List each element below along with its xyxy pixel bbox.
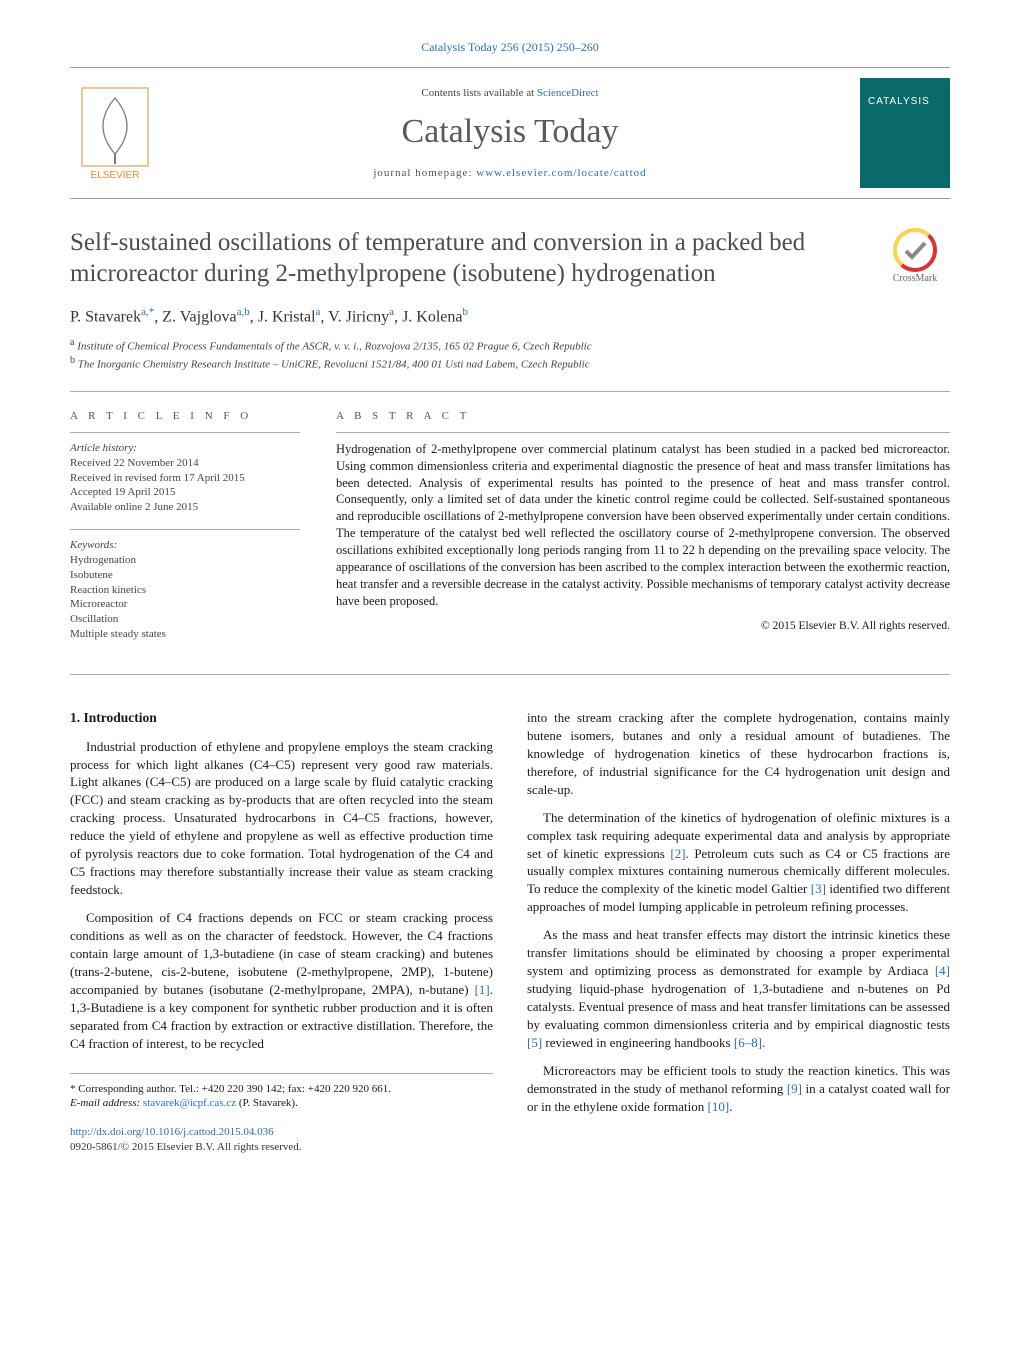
citation-ref[interactable]: [4] xyxy=(935,963,950,978)
elsevier-tree-icon: ELSEVIER xyxy=(80,86,150,181)
journal-homepage-link[interactable]: www.elsevier.com/locate/cattod xyxy=(476,167,646,179)
crossmark-icon xyxy=(892,227,938,273)
doi-link[interactable]: http://dx.doi.org/10.1016/j.cattod.2015.… xyxy=(70,1126,274,1138)
body-para: The determination of the kinetics of hyd… xyxy=(527,809,950,917)
sd-prefix: Contents lists available at xyxy=(421,87,536,99)
section-heading: 1. Introduction xyxy=(70,709,493,728)
citation-ref[interactable]: [10] xyxy=(708,1099,730,1114)
affiliations: a Institute of Chemical Process Fundamen… xyxy=(70,336,950,373)
divider xyxy=(70,674,950,675)
corresponding-author-footnote: * Corresponding author. Tel.: +420 220 3… xyxy=(70,1073,493,1112)
crossmark-badge[interactable]: CrossMark xyxy=(880,227,950,284)
divider xyxy=(70,391,950,392)
keyword-item: Multiple steady states xyxy=(70,627,300,642)
body-column-right: into the stream cracking after the compl… xyxy=(527,709,950,1156)
masthead: ELSEVIER Contents lists available at Sci… xyxy=(70,67,950,199)
keyword-item: Oscillation xyxy=(70,612,300,627)
body-para: into the stream cracking after the compl… xyxy=(527,709,950,799)
author-list: P. Stavareka,*, Z. Vajglovaa,b, J. Krist… xyxy=(70,306,950,326)
history-received: Received 22 November 2014 xyxy=(70,456,300,471)
citation-ref[interactable]: [3] xyxy=(811,881,826,896)
citation-ref[interactable]: [1] xyxy=(475,982,490,997)
homepage-label: journal homepage: xyxy=(373,167,476,179)
email-suffix: (P. Stavarek). xyxy=(236,1097,298,1109)
abstract-copyright: © 2015 Elsevier B.V. All rights reserved… xyxy=(336,620,950,632)
body-para: As the mass and heat transfer effects ma… xyxy=(527,926,950,1052)
sciencedirect-link[interactable]: ScienceDirect xyxy=(537,87,599,99)
citation-ref[interactable]: [5] xyxy=(527,1035,542,1050)
abstract-heading: A B S T R A C T xyxy=(336,410,950,422)
cover-brand: CATALYSIS xyxy=(868,96,942,107)
abstract-text: Hydrogenation of 2-methylpropene over co… xyxy=(336,441,950,610)
keywords-list: HydrogenationIsobuteneReaction kineticsM… xyxy=(70,553,300,642)
corr-text: Corresponding author. Tel.: +420 220 390… xyxy=(78,1083,391,1095)
keyword-item: Isobutene xyxy=(70,568,300,583)
history-online: Available online 2 June 2015 xyxy=(70,500,300,515)
elsevier-wordmark: ELSEVIER xyxy=(91,170,140,181)
keyword-item: Microreactor xyxy=(70,597,300,612)
journal-ref-link[interactable]: Catalysis Today 256 (2015) 250–260 xyxy=(421,40,599,54)
corr-marker: * xyxy=(70,1083,76,1095)
crossmark-label: CrossMark xyxy=(893,273,937,284)
corr-email-link[interactable]: stavarek@icpf.cas.cz xyxy=(143,1097,236,1109)
history-label: Article history: xyxy=(70,441,300,456)
email-label: E-mail address: xyxy=(70,1097,143,1109)
issn-copyright: 0920-5861/© 2015 Elsevier B.V. All right… xyxy=(70,1140,493,1155)
keyword-item: Hydrogenation xyxy=(70,553,300,568)
history-revised: Received in revised form 17 April 2015 xyxy=(70,471,300,486)
affiliation-a: Institute of Chemical Process Fundamenta… xyxy=(77,340,591,352)
citation-ref[interactable]: [2] xyxy=(670,846,685,861)
sciencedirect-line: Contents lists available at ScienceDirec… xyxy=(160,87,860,99)
body-para: Composition of C4 fractions depends on F… xyxy=(70,909,493,1053)
keyword-item: Reaction kinetics xyxy=(70,583,300,598)
body-para: Industrial production of ethylene and pr… xyxy=(70,738,493,899)
journal-reference: Catalysis Today 256 (2015) 250–260 xyxy=(70,40,950,55)
body-column-left: 1. Introduction Industrial production of… xyxy=(70,709,493,1156)
journal-title: Catalysis Today xyxy=(160,113,860,151)
citation-ref[interactable]: [6–8] xyxy=(734,1035,762,1050)
affiliation-b: The Inorganic Chemistry Research Institu… xyxy=(78,359,590,371)
paper-title: Self-sustained oscillations of temperatu… xyxy=(70,227,860,290)
history-accepted: Accepted 19 April 2015 xyxy=(70,485,300,500)
keywords-label: Keywords: xyxy=(70,538,300,553)
body-para: Microreactors may be efficient tools to … xyxy=(527,1062,950,1116)
publisher-logo: ELSEVIER xyxy=(70,83,160,183)
citation-ref[interactable]: [9] xyxy=(787,1081,802,1096)
journal-cover-thumbnail: CATALYSIS xyxy=(860,78,950,188)
article-info-heading: A R T I C L E I N F O xyxy=(70,410,300,422)
